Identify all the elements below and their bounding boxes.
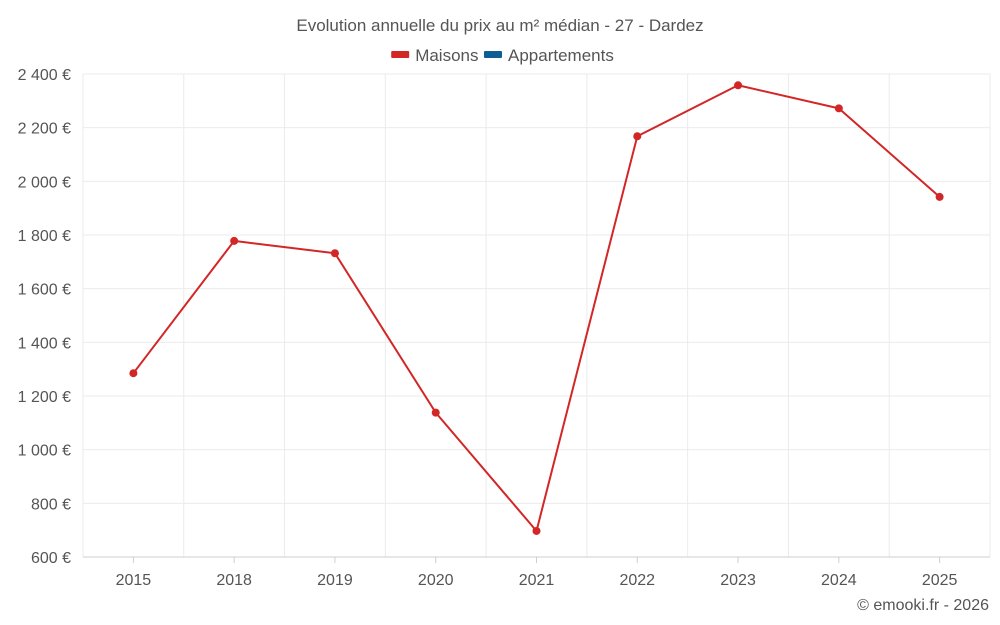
y-tick-label: 600 €	[31, 550, 71, 567]
y-tick-label: 2 400 €	[18, 67, 71, 84]
data-point-maisons-2018	[230, 236, 239, 245]
legend-label-appartements: Appartements	[508, 46, 614, 65]
x-tick-label: 2020	[418, 572, 454, 589]
x-tick-label: 2024	[821, 572, 857, 589]
y-tick-label: 1 800 €	[18, 228, 71, 245]
data-point-maisons-2023	[734, 81, 743, 90]
data-point-maisons-2015	[129, 369, 138, 378]
x-tick-label: 2023	[720, 572, 756, 589]
x-tick-label: 2019	[317, 572, 353, 589]
x-tick-label: 2015	[116, 572, 152, 589]
data-point-maisons-2022	[633, 132, 642, 141]
legend-label-maisons: Maisons	[415, 46, 478, 65]
x-tick-label: 2025	[922, 572, 958, 589]
data-point-maisons-2024	[834, 104, 843, 113]
y-tick-label: 2 000 €	[18, 174, 71, 191]
y-tick-label: 1 000 €	[18, 443, 71, 460]
x-tick-label: 2021	[519, 572, 555, 589]
y-tick-label: 800 €	[31, 496, 71, 513]
data-point-maisons-2021	[532, 526, 541, 535]
y-tick-label: 2 200 €	[18, 121, 71, 138]
legend-swatch-appartements	[484, 51, 502, 58]
chart-title: Evolution annuelle du prix au m² médian …	[296, 16, 703, 35]
series-line-maisons	[132, 84, 941, 532]
y-tick-label: 1 200 €	[18, 389, 71, 406]
data-point-maisons-2019	[330, 249, 339, 258]
legend-swatch-maisons	[391, 51, 410, 58]
credit-label: © emooki.fr - 2026	[857, 597, 989, 614]
data-point-maisons-2025	[935, 192, 944, 201]
y-tick-label: 1 400 €	[18, 335, 71, 352]
y-tick-label: 1 600 €	[18, 282, 71, 299]
data-point-maisons-2020	[431, 408, 440, 417]
x-tick-label: 2018	[216, 572, 252, 589]
x-tick-label: 2022	[619, 572, 655, 589]
